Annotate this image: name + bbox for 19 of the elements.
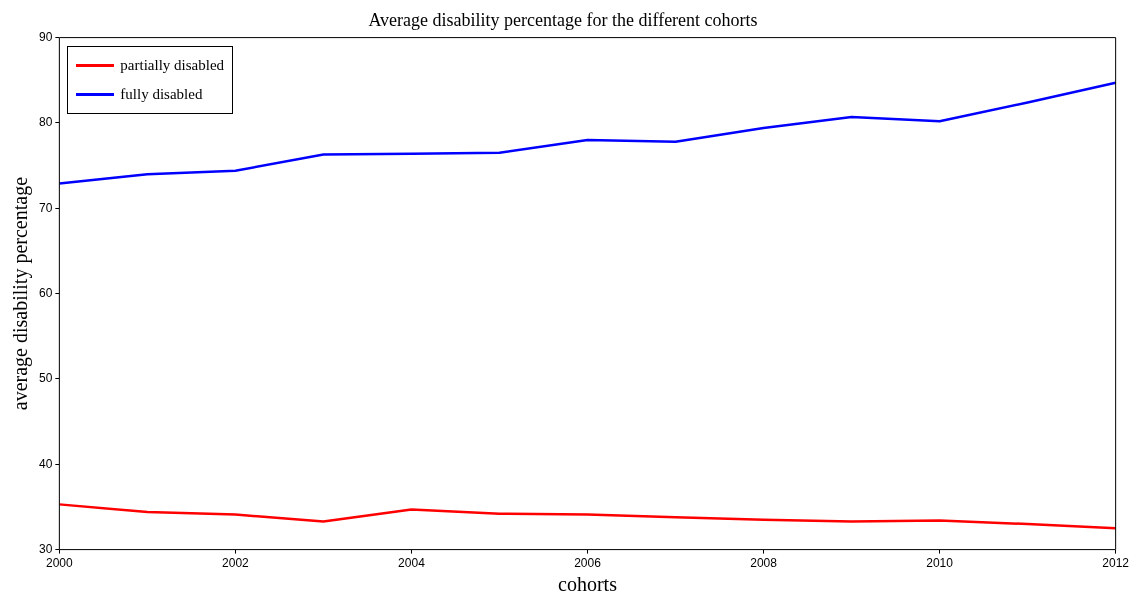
x-axis-title: cohorts bbox=[558, 573, 618, 596]
y-tick-label: 50 bbox=[38, 371, 53, 386]
y-tick-label: 80 bbox=[38, 115, 53, 130]
x-tick-label: 2010 bbox=[926, 556, 954, 571]
chart-title: Average disability percentage for the different cohorts bbox=[368, 9, 758, 30]
x-tick-label: 2006 bbox=[574, 556, 602, 571]
legend-label: fully disabled bbox=[120, 85, 203, 103]
x-tick-label: 2000 bbox=[46, 556, 74, 571]
y-tick-label: 60 bbox=[38, 285, 53, 300]
y-axis-title: average disability percentage bbox=[9, 176, 33, 411]
y-tick-label: 70 bbox=[38, 200, 53, 215]
y-tick-label: 90 bbox=[38, 29, 53, 44]
y-tick-label: 30 bbox=[38, 541, 53, 556]
x-tick-label: 2012 bbox=[1102, 556, 1130, 571]
x-tick-label: 2004 bbox=[398, 556, 426, 571]
x-tick-label: 2008 bbox=[750, 556, 778, 571]
legend-label: partially disabled bbox=[120, 56, 225, 74]
x-tick-label: 2002 bbox=[222, 556, 250, 571]
y-tick-label: 40 bbox=[38, 456, 53, 471]
